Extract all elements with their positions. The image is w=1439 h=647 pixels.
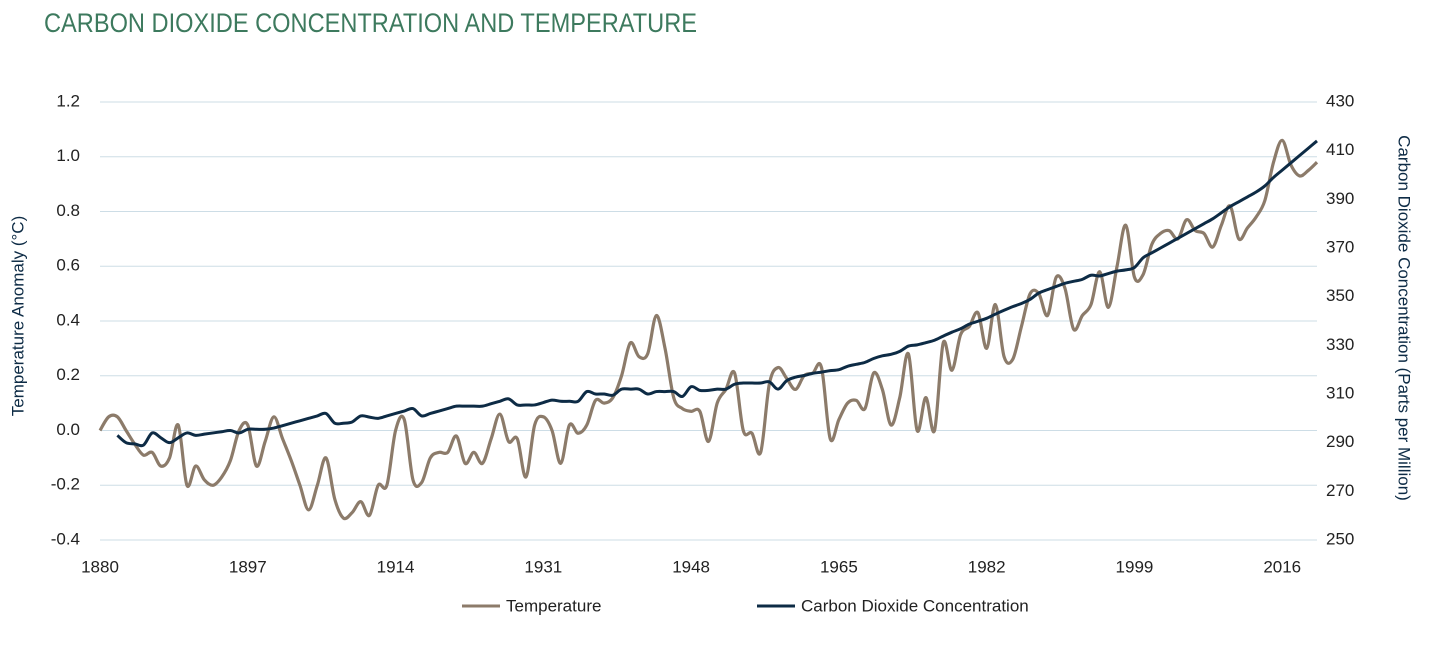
y-tick-label: 0.2 bbox=[56, 365, 80, 384]
legend-label: Carbon Dioxide Concentration bbox=[801, 596, 1029, 615]
x-tick-label: 1965 bbox=[820, 557, 858, 576]
data-line bbox=[116, 139, 1318, 448]
y-tick-label: 0.8 bbox=[56, 201, 80, 220]
y-tick-label: -0.4 bbox=[51, 529, 80, 548]
y2-tick-label: 270 bbox=[1326, 481, 1354, 500]
data-line bbox=[98, 138, 1319, 521]
y2-tick-label: 350 bbox=[1326, 286, 1354, 305]
x-tick-label: 1897 bbox=[229, 557, 267, 576]
x-tick-label: 2016 bbox=[1263, 557, 1301, 576]
y2-tick-label: 250 bbox=[1326, 529, 1354, 548]
y2-tick-label: 430 bbox=[1326, 91, 1354, 110]
chart-title: CARBON DIOXIDE CONCENTRATION AND TEMPERA… bbox=[44, 8, 697, 38]
y-tick-label: -0.2 bbox=[51, 475, 80, 494]
x-tick-label: 1931 bbox=[524, 557, 562, 576]
y-tick-label: 1.0 bbox=[56, 146, 80, 165]
y-tick-label: 0.0 bbox=[56, 420, 80, 439]
y-tick-label: 1.2 bbox=[56, 91, 80, 110]
x-tick-label: 1982 bbox=[968, 557, 1006, 576]
y2-tick-label: 290 bbox=[1326, 432, 1354, 451]
y2-tick-label: 370 bbox=[1326, 237, 1354, 256]
legend-label: Temperature bbox=[506, 596, 601, 615]
x-tick-label: 1948 bbox=[672, 557, 710, 576]
y2-tick-label: 410 bbox=[1326, 140, 1354, 159]
x-tick-label: 1914 bbox=[377, 557, 415, 576]
y-tick-label: 0.4 bbox=[56, 310, 80, 329]
y2-tick-label: 390 bbox=[1326, 189, 1354, 208]
y2-axis-title: Carbon Dioxide Concentration (Parts per … bbox=[1395, 135, 1414, 501]
x-tick-label: 1999 bbox=[1116, 557, 1154, 576]
y2-tick-label: 330 bbox=[1326, 335, 1354, 354]
y2-tick-label: 310 bbox=[1326, 383, 1354, 402]
y-axis-title: Temperature Anomaly (°C) bbox=[8, 216, 27, 416]
x-tick-label: 1880 bbox=[81, 557, 119, 576]
y-tick-label: 0.6 bbox=[56, 256, 80, 275]
